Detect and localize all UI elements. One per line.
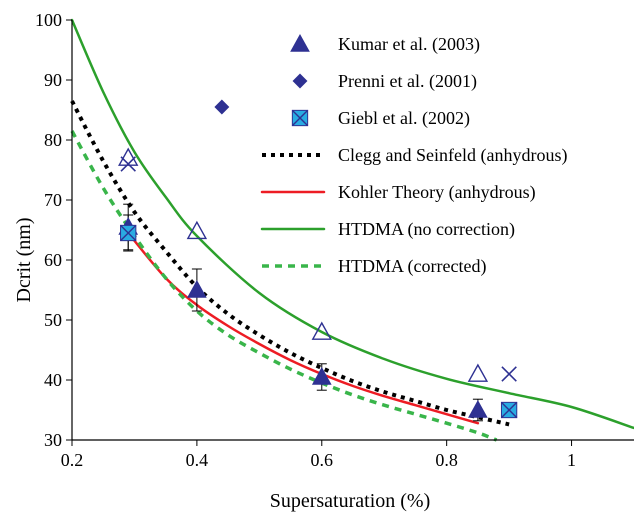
data-point-series	[501, 366, 517, 382]
legend-item-htdma-no-correction: HTDMA (no correction)	[260, 219, 515, 240]
y-tick-label: 70	[44, 190, 62, 210]
x-axis-title: Supersaturation (%)	[270, 490, 431, 512]
legend-label: Kohler Theory (anhydrous)	[338, 182, 536, 203]
data-point-giebl-et-al-2002	[120, 224, 137, 242]
data-point-series	[311, 321, 332, 340]
legend-label: Prenni et al. (2001)	[338, 71, 477, 92]
series-line-clegg-and-seinfeld-anhydrous	[70, 100, 510, 427]
y-tick-label: 100	[35, 10, 62, 30]
data-point-kumar-et-al-2003	[468, 399, 488, 418]
x-marker-stroke	[501, 366, 517, 382]
y-tick-label: 30	[44, 430, 62, 450]
legend-label: HTDMA (corrected)	[338, 256, 486, 277]
legend-item-giebl-et-al-2002: Giebl et al. (2002)	[291, 108, 470, 129]
data-point-series	[467, 363, 489, 382]
square-marker-cross	[500, 401, 518, 419]
x-tick-label: 0.6	[311, 450, 334, 470]
x-tick-label: 0.4	[186, 450, 209, 470]
data-point-giebl-et-al-2002	[500, 401, 518, 419]
legend: Kumar et al. (2003) Prenni et al. (2001) G…	[260, 33, 567, 277]
series-line-kohler-theory-anhydrous	[126, 231, 480, 425]
y-tick-label: 60	[44, 250, 62, 270]
series-markers	[118, 99, 518, 419]
legend-swatch	[290, 33, 310, 52]
y-axis-title: Dcrit (nm)	[13, 218, 35, 303]
legend-item-kumar-et-al-2003: Kumar et al. (2003)	[290, 33, 480, 55]
y-tick-label: 50	[44, 310, 62, 330]
legend-item-prenni-et-al-2001: Prenni et al. (2001)	[292, 71, 477, 92]
data-point-kumar-et-al-2003	[187, 279, 207, 298]
axes: 30 40 50 60 70 80 90 100 0.2 0.4 0.6 0.8 1	[35, 10, 634, 470]
data-point-kumar-et-al-2003	[311, 366, 332, 385]
legend-label: Giebl et al. (2002)	[338, 108, 470, 129]
legend-item-kohler-theory-anhydrous: Kohler Theory (anhydrous)	[260, 182, 536, 203]
square-marker-cross	[120, 224, 137, 242]
y-tick-label: 90	[44, 70, 62, 90]
legend-swatch	[292, 73, 308, 89]
data-point-prenni-et-al-2001	[214, 99, 230, 115]
legend-label: HTDMA (no correction)	[338, 219, 515, 240]
legend-swatch	[291, 109, 309, 127]
data-point-series	[118, 147, 139, 166]
legend-item-clegg-and-seinfeld-anhydrous: Clegg and Seinfeld (anhydrous)	[262, 145, 567, 166]
y-tick-label: 80	[44, 130, 62, 150]
x-marker-stroke	[120, 156, 136, 172]
data-point-series	[186, 220, 208, 240]
x-tick-label: 1	[567, 450, 576, 470]
legend-item-htdma-corrected: HTDMA (corrected)	[262, 256, 486, 277]
legend-label: Clegg and Seinfeld (anhydrous)	[338, 145, 567, 166]
legend-label: Kumar et al. (2003)	[338, 34, 480, 55]
data-point-series	[120, 156, 136, 172]
x-tick-label: 0.8	[435, 450, 458, 470]
series-line-htdma-corrected	[70, 130, 498, 442]
square-marker-cross	[291, 109, 309, 127]
series-lines	[70, 18, 634, 442]
x-tick-label: 0.2	[61, 450, 84, 470]
y-tick-label: 40	[44, 370, 62, 390]
series-line-htdma-no-correction	[70, 18, 634, 430]
